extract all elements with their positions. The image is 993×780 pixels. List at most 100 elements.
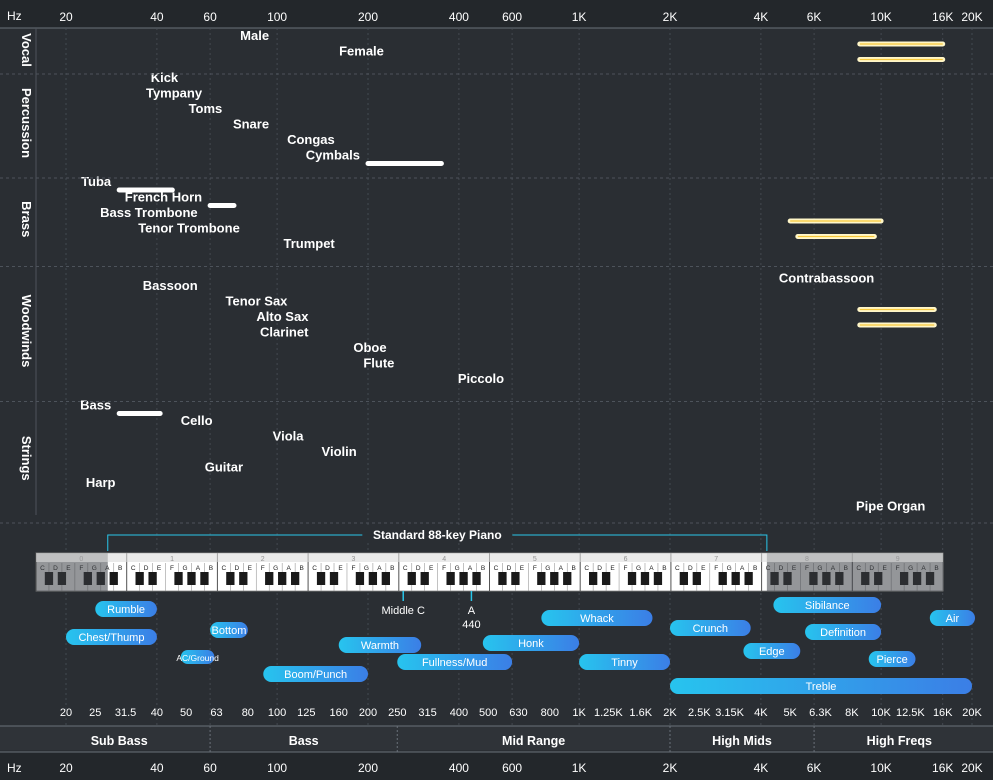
descriptor-pill [773,597,882,613]
bottom-tick-label: 600 [502,761,522,775]
note-name: B [118,565,122,572]
note-name: C [403,565,408,572]
bottom-tick-label: 1K [572,761,587,775]
note-name: D [688,565,693,572]
instrument-label: Bassoon [143,278,198,293]
descriptor-pill [929,610,975,626]
black-key [109,572,118,585]
black-key [640,572,650,585]
descriptor-pill [670,620,751,636]
group-label: Brass [19,201,34,237]
top-tick-label: 10K [870,10,891,24]
black-key [355,572,365,585]
note-name: A [468,565,473,572]
note-name: F [624,565,628,572]
descriptor-ac-ground: AC/Ground [176,650,219,664]
descriptor-label: Edge [759,646,785,658]
band-label: Mid Range [502,734,565,748]
top-tick-label: 16K [932,10,953,24]
axis-unit-bottom: Hz [7,761,22,775]
black-key [563,572,572,585]
note-name: E [248,565,253,572]
black-key [420,572,429,585]
note-name: D [144,565,149,572]
black-key [446,572,455,585]
black-key [200,572,209,585]
note-name: B [662,565,666,572]
descriptor-bottom: Bottom [210,622,248,638]
eq-tick-label: 250 [388,707,406,719]
group-label: Vocal [19,33,34,67]
note-name: B [481,565,485,572]
black-key [550,572,559,585]
note-name: D [416,565,421,572]
top-tick-label: 20 [59,10,73,24]
note-name: A [196,565,201,572]
bottom-tick-label: 200 [358,761,378,775]
black-key [316,572,326,585]
top-tick-label: 6K [807,10,822,24]
note-name: A [740,565,745,572]
instrument-label: Tenor Sax [226,294,289,309]
black-key [718,572,727,585]
note-name: F [261,565,265,572]
note-name: E [338,565,343,572]
eq-tick-label: 20 [60,707,72,719]
eq-tick-label: 16K [933,707,953,719]
eq-tick-label: 20K [962,707,982,719]
eq-tick-label: 2K [663,707,677,719]
eq-tick-label: 12.5K [896,707,925,719]
eq-tick-label: 6.3K [809,707,832,719]
black-key [472,572,481,585]
eq-tick-label: 1K [572,707,586,719]
note-name: G [364,565,369,572]
black-key [187,572,196,585]
top-axis-band [0,0,993,28]
black-key [135,572,144,585]
bottom-tick-label: 20K [961,761,982,775]
eq-tick-label: 3.15K [715,707,744,719]
descriptor-whack: Whack [541,610,653,626]
note-name: C [675,565,680,572]
instrument-label: Piccolo [458,371,504,386]
note-name: C [312,565,317,572]
eq-tick-label: 315 [418,707,436,719]
eq-tick-label: 500 [479,707,497,719]
black-key [226,572,235,585]
eq-tick-label: 800 [541,707,559,719]
note-name: B [390,565,394,572]
eq-tick-label: 5K [783,707,797,719]
instrument-label: Alto Sax [256,309,309,324]
descriptor-pill [338,637,422,653]
black-key [407,572,416,585]
note-name: A [559,565,564,572]
instrument-label: Cello [181,413,213,428]
instrument-label: Male [240,28,269,43]
instrument-label: Bass Trombone [100,205,198,220]
black-key [290,572,300,585]
eq-tick-label: 50 [180,707,192,719]
black-key [511,572,520,585]
note-name: E [610,565,615,572]
bottom-tick-label: 20 [59,761,73,775]
band-label: High Freqs [867,734,932,748]
descriptor-label: AC/Ground [176,653,219,663]
eq-tick-label: 100 [268,707,286,719]
instrument-label: Congas [287,132,335,147]
instrument-label: Snare [233,117,269,132]
instrument-label: Tuba [81,174,112,189]
top-tick-label: 100 [267,10,287,24]
descriptor-pill [66,629,157,645]
black-key [498,572,507,585]
eq-tick-label: 125 [297,707,315,719]
top-tick-label: 40 [150,10,164,24]
bottom-tick-label: 100 [267,761,287,775]
instrument-label: Toms [189,101,223,116]
note-name: A [286,565,291,572]
instrument-label: Guitar [205,460,243,475]
descriptor-crunch: Crunch [670,620,751,636]
note-name: G [636,565,641,572]
bottom-tick-label: 60 [203,761,217,775]
descriptor-fullness-mud: Fullness/Mud [397,654,513,670]
piano-marker-label: A [468,605,476,617]
